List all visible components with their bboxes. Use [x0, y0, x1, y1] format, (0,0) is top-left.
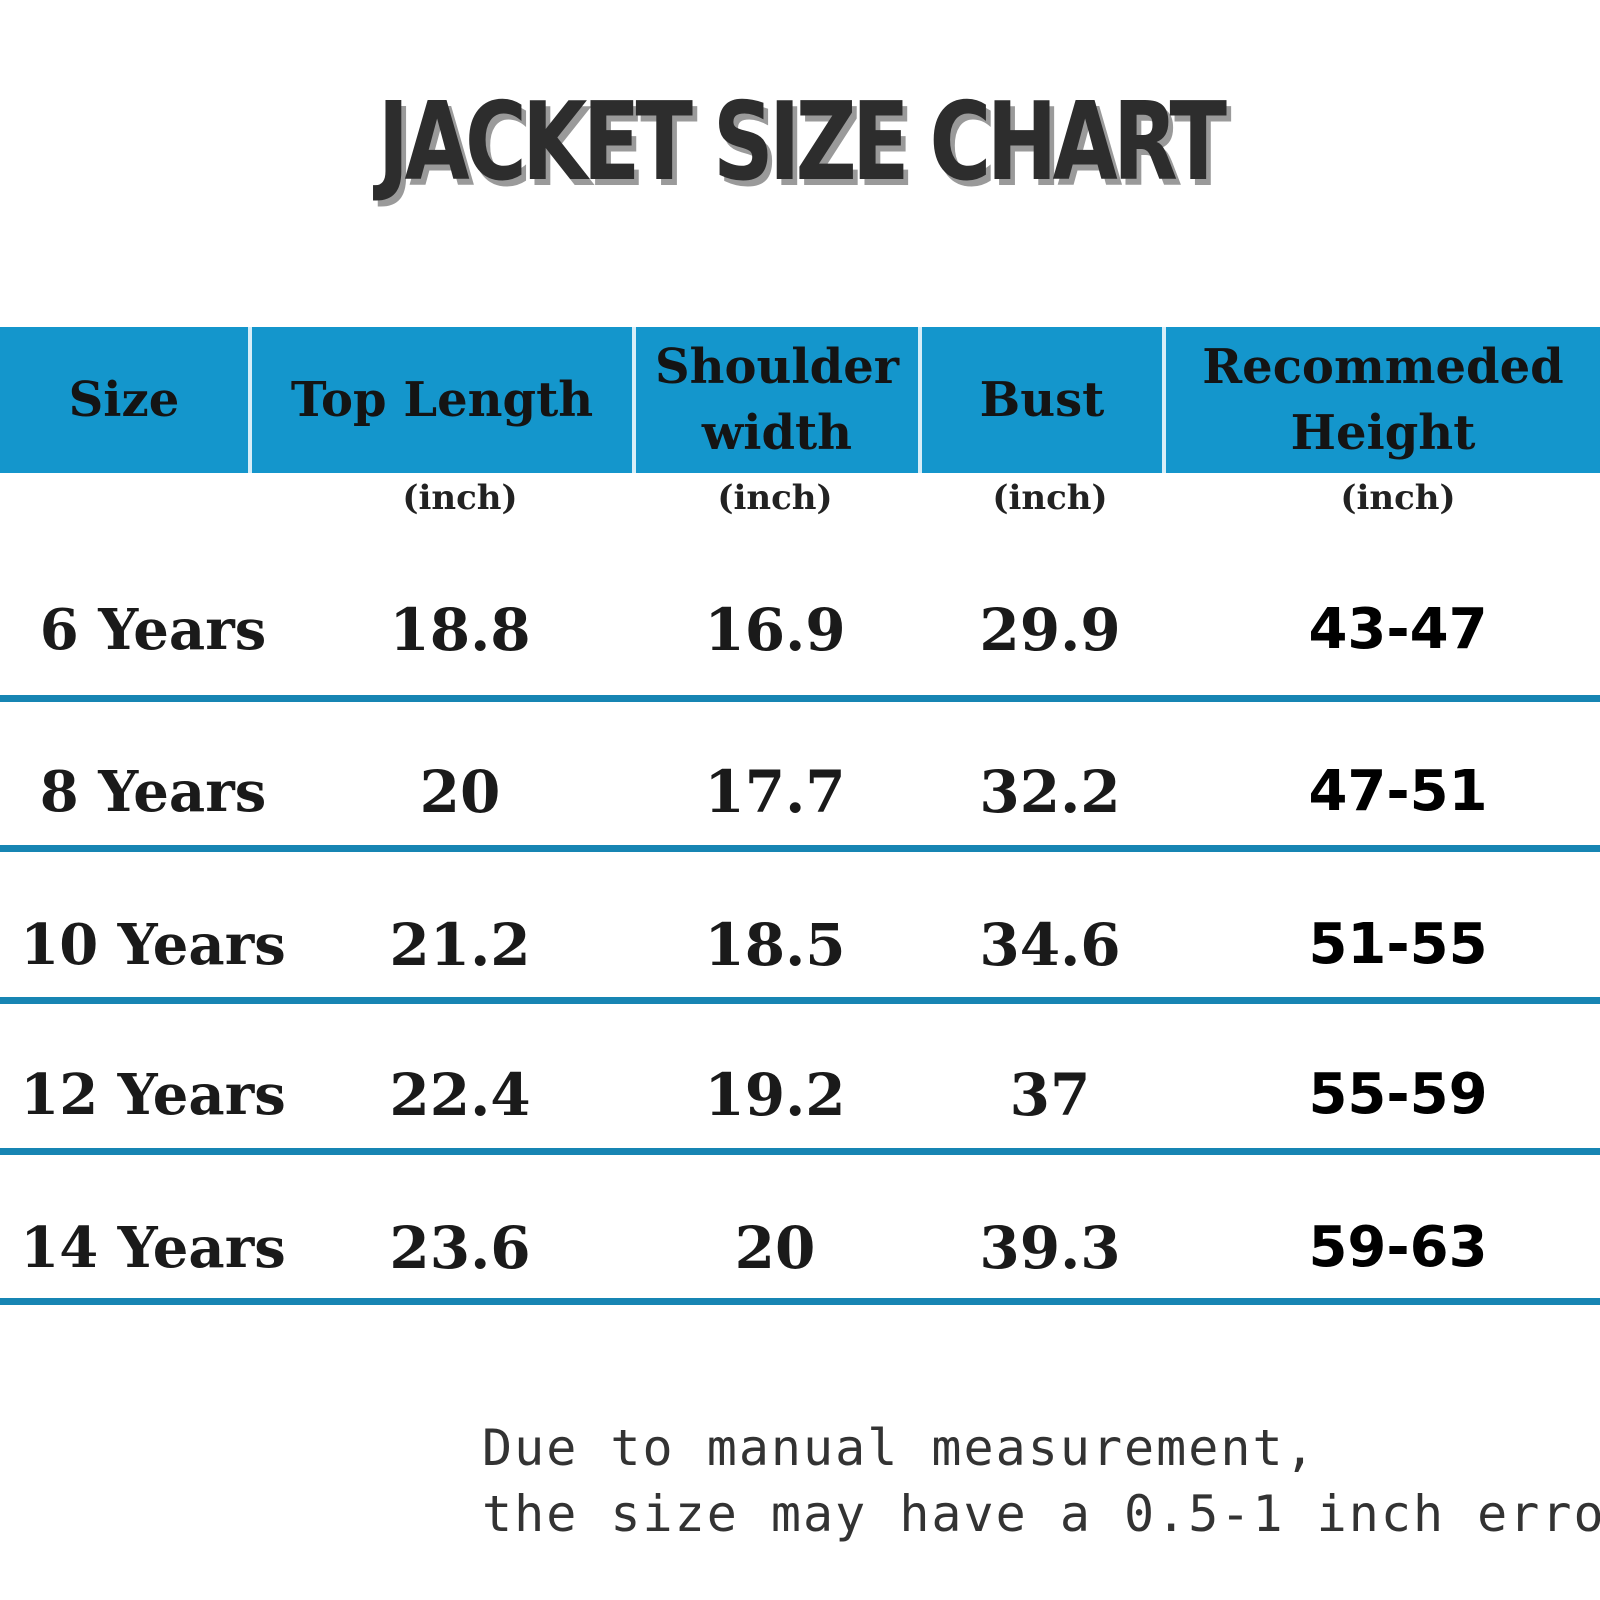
cell-shoulder-width: 19.2	[704, 1061, 846, 1129]
header-top-length: Top Length	[290, 372, 594, 428]
row-divider-line	[0, 1298, 1600, 1305]
cell-size: 12 Years	[20, 1062, 286, 1128]
cell-top-length: 23.6	[389, 1214, 531, 1282]
cell-recommended-height: 51-55	[1308, 912, 1488, 977]
cell-top-length: 22.4	[389, 1061, 531, 1129]
cell-size: 8 Years	[39, 759, 267, 825]
row-divider-line	[0, 845, 1600, 852]
header-bust: Bust	[979, 372, 1105, 428]
cell-recommended-height: 59-63	[1308, 1215, 1488, 1280]
unit-label-top-length: (inch)	[402, 478, 518, 518]
cell-size: 14 Years	[20, 1215, 286, 1281]
header-recommended-height: Recommeded Height	[1202, 339, 1564, 461]
cell-bust: 29.9	[979, 596, 1121, 664]
header-divider	[248, 327, 252, 473]
header-divider	[632, 327, 636, 473]
measurement-note: Due to manual measurement, the size may …	[482, 1415, 1600, 1547]
cell-bust: 34.6	[979, 911, 1121, 979]
unit-label-recommended-height: (inch)	[1340, 478, 1456, 518]
row-divider-line	[0, 997, 1600, 1004]
note-line-1: Due to manual measurement,	[482, 1419, 1317, 1477]
cell-bust: 37	[1009, 1061, 1091, 1129]
table-header: Size Top Length Shoulder width Bust Recommed…	[0, 327, 1600, 473]
header-size: Size	[68, 372, 180, 428]
row-divider-line	[0, 1148, 1600, 1155]
cell-shoulder-width: 20	[734, 1214, 816, 1282]
cell-shoulder-width: 17.7	[704, 758, 846, 826]
chart-title: JACKET SIZE CHART	[377, 80, 1227, 205]
cell-shoulder-width: 18.5	[704, 911, 846, 979]
unit-label-bust: (inch)	[992, 478, 1108, 518]
cell-top-length: 18.8	[389, 596, 531, 664]
cell-recommended-height: 47-51	[1308, 759, 1488, 824]
cell-size: 6 Years	[39, 597, 267, 663]
cell-top-length: 20	[419, 758, 501, 826]
header-shoulder-width: Shoulder width	[654, 339, 900, 461]
cell-top-length: 21.2	[389, 911, 531, 979]
cell-shoulder-width: 16.9	[704, 596, 846, 664]
header-divider	[1162, 327, 1166, 473]
row-divider-line	[0, 695, 1600, 702]
cell-bust: 32.2	[979, 758, 1121, 826]
cell-size: 10 Years	[20, 912, 286, 978]
cell-recommended-height: 55-59	[1308, 1062, 1488, 1127]
cell-recommended-height: 43-47	[1308, 597, 1488, 662]
unit-label-shoulder-width: (inch)	[717, 478, 833, 518]
cell-bust: 39.3	[979, 1214, 1121, 1282]
note-line-2: the size may have a 0.5-1 inch error	[482, 1485, 1600, 1543]
header-divider	[918, 327, 922, 473]
